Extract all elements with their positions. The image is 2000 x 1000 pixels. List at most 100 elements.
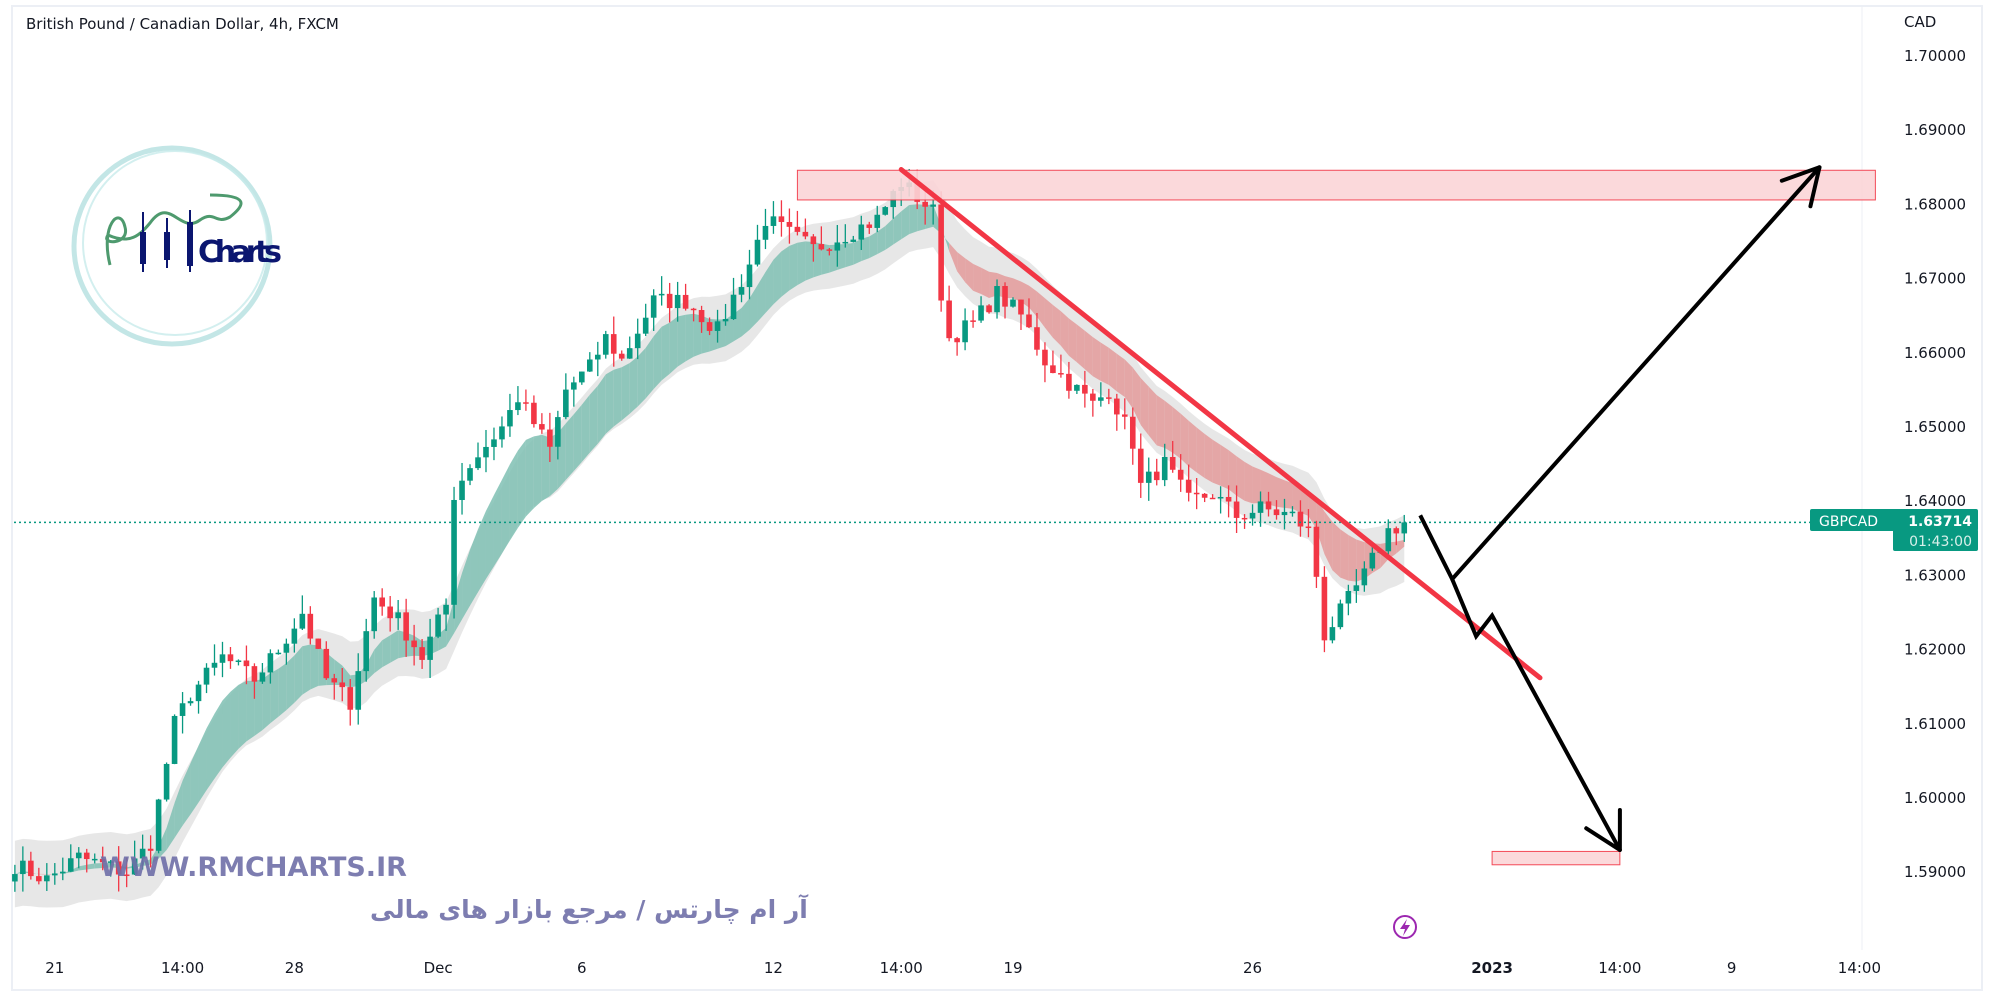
ma-cloud-segment	[462, 549, 471, 620]
ma-cloud-segment	[853, 238, 862, 265]
candle-bullish	[770, 216, 777, 226]
time-axis[interactable]: 21 14:00 28 Dec 6 12 14:00 19 26 2023 14:00 9 14:00	[45, 959, 1881, 977]
ma-cloud-segment	[805, 241, 814, 281]
candle-bearish	[315, 638, 322, 649]
ma-cloud-segment	[725, 313, 734, 347]
candle-bearish	[986, 305, 992, 313]
ma-cloud-segment	[454, 573, 463, 634]
ma-cloud-segment	[1180, 413, 1189, 467]
ma-cloud-segment	[1316, 498, 1325, 555]
candle-bullish	[1361, 568, 1368, 586]
candle-bearish	[618, 353, 625, 359]
ma-cloud-segment	[1260, 469, 1269, 505]
candle-bullish	[67, 858, 74, 872]
candle-bearish	[946, 300, 952, 339]
candle-bearish	[1169, 456, 1176, 470]
ma-cloud-segment	[1156, 395, 1165, 448]
price-axis-label: 1.65000	[1904, 418, 1966, 436]
time-axis-label: 21	[45, 959, 64, 977]
candle-bullish	[163, 763, 170, 800]
candle-bullish	[754, 239, 761, 265]
candle-bullish	[299, 613, 306, 629]
price-axis[interactable]: 1.70000 1.69000 1.68000 1.67000 1.66000 1.650…	[1904, 47, 1966, 881]
candle-bearish	[802, 231, 809, 237]
rmcharts-logo: Charts	[71, 145, 282, 347]
drawings[interactable]	[796, 165, 1876, 866]
candles	[12, 168, 1408, 892]
candle-bearish	[539, 424, 545, 430]
candle-bearish	[1066, 373, 1072, 391]
price-axis-currency: CAD	[1904, 13, 1936, 31]
candle-bearish	[778, 216, 785, 222]
ma-cloud-segment	[1068, 318, 1077, 363]
time-axis-label: 26	[1243, 959, 1262, 977]
ma-cloud-segment	[501, 464, 510, 554]
candle-bullish	[44, 875, 50, 882]
candle-bullish	[155, 799, 162, 851]
candle-bullish	[235, 660, 242, 663]
ma-cloud-segment	[669, 316, 678, 374]
candle-bullish	[1145, 471, 1152, 483]
ma-cloud-segment	[174, 780, 183, 838]
ma-cloud-segment	[1036, 291, 1045, 328]
resistance-zone	[796, 169, 1876, 201]
ma-cloud-segment	[813, 241, 822, 278]
candle-bearish	[1297, 511, 1304, 527]
candle-bullish	[1337, 603, 1344, 628]
candle-bearish	[379, 597, 385, 607]
time-axis-label: 14:00	[161, 959, 204, 977]
candle-bullish	[930, 204, 936, 207]
ma-cloud-segment	[1100, 342, 1109, 385]
ma-cloud-segment	[765, 259, 774, 314]
ma-cloud-segment	[957, 252, 966, 283]
candle-bullish	[451, 499, 457, 605]
ma-cloud-segment	[565, 414, 574, 480]
candle-bearish	[1241, 517, 1248, 520]
candle-bearish	[99, 858, 106, 863]
ma-cloud-segment	[1244, 461, 1253, 504]
ma-cloud-segment	[382, 635, 391, 668]
ma-cloud-segment	[238, 680, 247, 749]
ma-cloud-segment	[30, 872, 39, 875]
ma-cloud-segment	[366, 649, 375, 681]
candle-bearish	[690, 308, 697, 311]
candle-bearish	[1042, 349, 1048, 366]
candle-bullish	[978, 305, 984, 321]
ma-cloud-segment	[222, 691, 231, 768]
candle-bullish	[1217, 496, 1224, 499]
candle-bearish	[147, 848, 154, 851]
time-axis-label: 12	[764, 959, 783, 977]
chart-frame	[11, 5, 1983, 991]
candle-bullish	[586, 359, 593, 372]
ma-cloud-segment	[829, 244, 838, 273]
ma-cloud-segment	[470, 529, 479, 606]
ma-cloud-segment	[845, 243, 854, 268]
candle-bearish	[531, 402, 537, 425]
candle-bearish	[1233, 501, 1240, 518]
price-axis-label: 1.64000	[1904, 492, 1966, 510]
candle-bullish	[467, 468, 473, 481]
candle-bearish	[1313, 526, 1320, 577]
ma-cloud-segment	[342, 665, 351, 688]
ma-cloud-segment	[1348, 534, 1357, 582]
ma-cloud-segment	[1276, 477, 1285, 508]
ma-cloud-segment	[1228, 450, 1237, 496]
ma-cloud-segment	[206, 713, 215, 791]
candle-bullish	[75, 852, 82, 859]
candle-bullish	[1074, 384, 1080, 391]
ma-cloud-segment	[102, 862, 111, 868]
lightning-icon[interactable]	[1393, 915, 1417, 939]
candle-bearish	[818, 244, 825, 250]
ma-cloud-segment	[869, 231, 878, 259]
candle-bullish	[674, 294, 681, 309]
candle-bearish	[866, 224, 873, 228]
ma-cloud-segment	[182, 763, 191, 826]
ma-cloud-segment	[1396, 539, 1405, 554]
ma-cloud-segment	[1164, 400, 1173, 453]
candle-bullish	[994, 286, 1000, 313]
candle-bullish	[874, 214, 881, 228]
ma-cloud-segment	[749, 285, 758, 330]
ma-cloud-segment	[78, 864, 87, 871]
ma-cloud-segment	[1220, 444, 1229, 490]
